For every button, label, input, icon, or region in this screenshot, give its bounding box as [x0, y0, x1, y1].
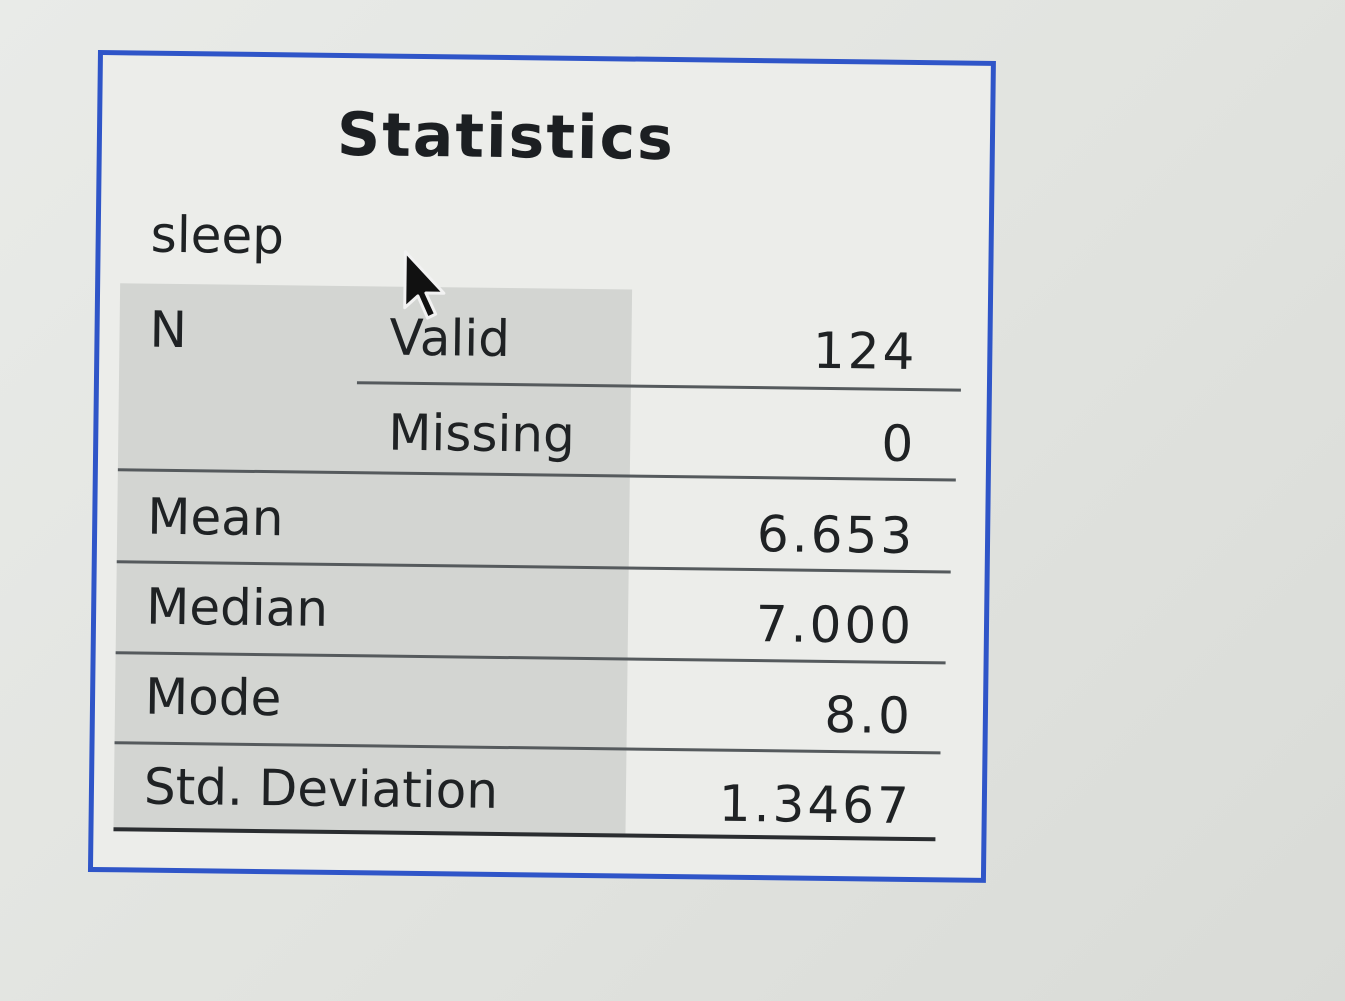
value-valid: 124 [812, 321, 918, 382]
table-title: Statistics [336, 99, 676, 175]
row-sublabel-missing: Missing [387, 403, 576, 464]
row-label-median: Median [145, 577, 329, 638]
row-label-mode: Mode [144, 667, 282, 728]
statistics-pivot-table[interactable]: Statistics sleep N Valid 124 Missing 0 M… [87, 50, 996, 883]
value-mode: 8.0 [824, 685, 914, 746]
row-label-std-deviation: Std. Deviation [143, 757, 499, 820]
value-mean: 6.653 [756, 505, 916, 566]
mouse-pointer-icon [403, 250, 446, 320]
value-std-deviation: 1.3467 [718, 774, 913, 835]
row-label-n: N [149, 300, 188, 360]
value-median: 7.000 [755, 595, 915, 656]
variable-name: sleep [150, 205, 285, 266]
value-missing: 0 [881, 414, 917, 474]
row-label-mean: Mean [146, 487, 284, 548]
